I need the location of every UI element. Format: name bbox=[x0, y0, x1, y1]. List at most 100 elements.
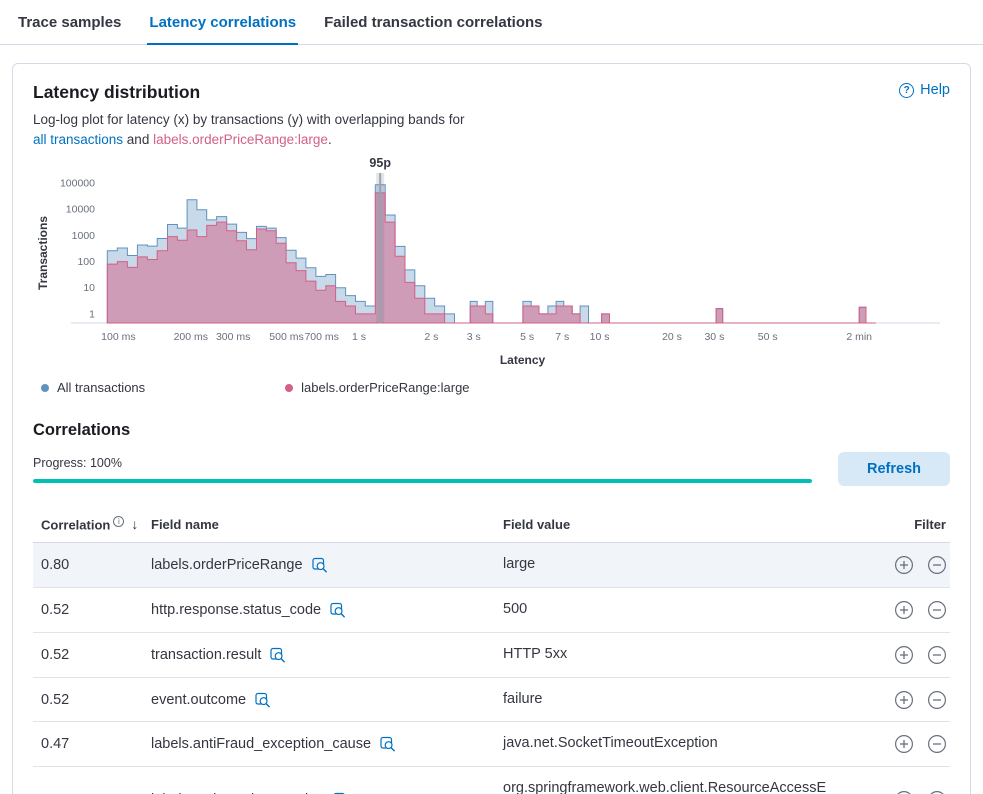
progress-row: Progress: 100% Refresh bbox=[33, 452, 950, 487]
filter-exclude-icon[interactable] bbox=[927, 600, 947, 620]
refresh-button[interactable]: Refresh bbox=[838, 452, 950, 487]
correlation-value: 0.47 bbox=[41, 736, 70, 753]
legend-dot-order-price-range-icon bbox=[285, 383, 294, 392]
svg-text:100000: 100000 bbox=[60, 178, 95, 190]
svg-text:10 s: 10 s bbox=[590, 331, 610, 343]
svg-text:10000: 10000 bbox=[66, 204, 95, 216]
correlations-table: Correlation i ↓ Field name Field value Fil… bbox=[33, 510, 950, 794]
svg-text:95p: 95p bbox=[369, 156, 391, 170]
header-field-name: Field name bbox=[151, 516, 219, 532]
order-price-range-term: labels.orderPriceRange:large bbox=[153, 131, 328, 147]
field-value: failure bbox=[503, 690, 543, 707]
field-name: labels.antiFraud_exception_cause bbox=[151, 736, 372, 753]
svg-text:20 s: 20 s bbox=[662, 331, 682, 343]
header-correlation-label: Correlation bbox=[41, 517, 111, 533]
view-in-discover-icon[interactable] bbox=[311, 557, 328, 573]
latency-distribution-chart[interactable]: 1 10 100 1000 10000 100000 100 ms 200 ms 300 ms 5… bbox=[33, 155, 950, 370]
chart-description: Log-log plot for latency (x) by transact… bbox=[33, 110, 950, 149]
svg-text:3 s: 3 s bbox=[467, 331, 481, 343]
filter-exclude-icon[interactable] bbox=[927, 734, 947, 754]
svg-text:700 ms: 700 ms bbox=[304, 331, 338, 343]
progress-label: Progress: 100% bbox=[33, 455, 122, 470]
filter-include-icon[interactable] bbox=[894, 734, 914, 754]
filter-include-icon[interactable] bbox=[894, 790, 914, 794]
table-row[interactable]: 0.52 event.outcome failure bbox=[33, 678, 950, 723]
tab-latency-correlations[interactable]: Latency correlations bbox=[147, 10, 298, 45]
legend-item-all-transactions[interactable]: All transactions bbox=[41, 380, 145, 395]
description-and: and bbox=[123, 131, 154, 147]
svg-text:30 s: 30 s bbox=[704, 331, 724, 343]
filter-exclude-icon[interactable] bbox=[927, 555, 947, 575]
sort-desc-icon[interactable]: ↓ bbox=[131, 516, 139, 533]
filter-exclude-icon[interactable] bbox=[927, 645, 947, 665]
tab-failed-transaction-correlations[interactable]: Failed transaction correlations bbox=[324, 14, 543, 31]
svg-text:Transactions: Transactions bbox=[36, 216, 50, 290]
field-name: labels.antiFraud_exception bbox=[151, 792, 324, 794]
all-transactions-link[interactable]: all transactions bbox=[33, 131, 124, 147]
svg-text:2 s: 2 s bbox=[424, 331, 438, 343]
filter-include-icon[interactable] bbox=[894, 690, 914, 710]
help-label: Help bbox=[920, 82, 950, 98]
field-value: java.net.SocketTimeoutException bbox=[503, 735, 718, 752]
correlation-value: 0.47 bbox=[33, 792, 151, 794]
correlation-value: 0.52 bbox=[41, 691, 70, 708]
legend-label: labels.orderPriceRange:large bbox=[301, 380, 470, 396]
legend-label: All transactions bbox=[57, 380, 146, 396]
panel-title: Latency distribution bbox=[33, 82, 201, 102]
field-value: large bbox=[503, 556, 536, 573]
svg-text:200 ms: 200 ms bbox=[174, 331, 208, 343]
field-value: 500 bbox=[503, 601, 528, 618]
svg-text:500 ms: 500 ms bbox=[269, 331, 303, 343]
table-row[interactable]: 0.47 labels.antiFraud_exception org.spri… bbox=[33, 767, 950, 794]
progress-bar bbox=[33, 478, 812, 483]
view-in-discover-icon[interactable] bbox=[270, 647, 286, 663]
svg-text:Latency: Latency bbox=[500, 353, 546, 367]
view-in-discover-icon[interactable] bbox=[380, 736, 396, 752]
svg-text:1: 1 bbox=[89, 309, 95, 321]
field-value: HTTP 5xx bbox=[503, 645, 568, 662]
table-row[interactable]: 0.80 labels.orderPriceRange large bbox=[33, 543, 950, 589]
filter-include-icon[interactable] bbox=[894, 555, 914, 575]
table-header-row: Correlation i ↓ Field name Field value Fil… bbox=[33, 510, 950, 544]
legend-dot-all-transactions-icon bbox=[41, 383, 49, 392]
correlation-value: 0.52 bbox=[41, 602, 70, 619]
filter-include-icon[interactable] bbox=[894, 645, 914, 665]
view-in-discover-icon[interactable] bbox=[330, 602, 346, 618]
correlation-value: 0.52 bbox=[41, 646, 70, 663]
view-in-discover-icon[interactable] bbox=[333, 792, 349, 794]
info-icon[interactable]: i bbox=[113, 516, 125, 528]
tab-bar: Trace samples Latency correlations Faile… bbox=[0, 0, 983, 45]
svg-text:5 s: 5 s bbox=[520, 331, 534, 343]
field-name: http.response.status_code bbox=[151, 602, 322, 619]
svg-text:100 ms: 100 ms bbox=[101, 331, 135, 343]
svg-text:1000: 1000 bbox=[72, 230, 96, 242]
svg-text:10: 10 bbox=[83, 282, 95, 294]
description-line1: Log-log plot for latency (x) by transact… bbox=[33, 112, 465, 127]
description-period: . bbox=[327, 131, 332, 147]
svg-text:100: 100 bbox=[77, 256, 95, 268]
table-row[interactable]: 0.52 transaction.result HTTP 5xx bbox=[33, 633, 950, 678]
table-body: 0.80 labels.orderPriceRange large bbox=[33, 543, 950, 794]
table-row[interactable]: 0.47 labels.antiFraud_exception_cause ja… bbox=[33, 722, 950, 768]
help-link[interactable]: ? Help bbox=[899, 82, 950, 98]
latency-correlations-panel: Latency distribution ? Help Log-log plot… bbox=[12, 63, 971, 794]
header-filter: Filter bbox=[914, 516, 946, 532]
field-name: transaction.result bbox=[151, 646, 262, 663]
correlations-title: Correlations bbox=[33, 421, 131, 440]
header-correlation[interactable]: Correlation i ↓ bbox=[33, 516, 151, 532]
filter-exclude-icon[interactable] bbox=[927, 690, 947, 710]
chart-legend: All transactions labels.orderPriceRange:… bbox=[41, 380, 950, 395]
filter-exclude-icon[interactable] bbox=[927, 790, 947, 794]
field-value: org.springframework.web.client.ResourceA… bbox=[503, 780, 827, 794]
view-in-discover-icon[interactable] bbox=[255, 692, 271, 708]
help-icon: ? bbox=[899, 82, 915, 98]
legend-item-order-price-range[interactable]: labels.orderPriceRange:large bbox=[285, 380, 470, 396]
tab-trace-samples[interactable]: Trace samples bbox=[18, 14, 122, 31]
svg-text:2 min: 2 min bbox=[846, 331, 872, 343]
filter-include-icon[interactable] bbox=[894, 600, 914, 620]
field-name: event.outcome bbox=[151, 691, 247, 708]
svg-text:300 ms: 300 ms bbox=[216, 331, 250, 343]
table-row[interactable]: 0.52 http.response.status_code 500 bbox=[33, 588, 950, 633]
correlation-value: 0.80 bbox=[41, 557, 70, 574]
